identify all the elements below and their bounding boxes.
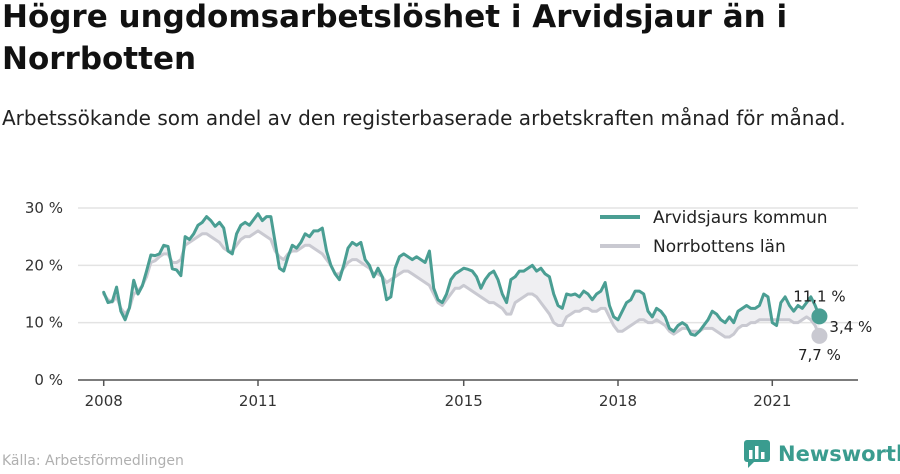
brand-name: Newsworthy [778, 442, 900, 466]
end-point-norrbottens-lan [811, 327, 828, 344]
x-tick-label: 2015 [445, 392, 483, 410]
x-tick-label: 2011 [239, 392, 277, 410]
y-tick-label: 30 % [25, 199, 63, 217]
legend-label-kommun: Arvidsjaurs kommun [653, 208, 828, 228]
end-point-arvidsjaurs-kommun [811, 308, 828, 325]
page-title: Högre ungdomsarbetslöshet i Arvidsjaur ä… [2, 0, 788, 77]
y-tick-labels: 0 % 10 % 20 % 30 % [25, 199, 63, 389]
line-chart: 0 % 10 % 20 % 30 % 2008 2011 2015 2018 2021 11,… [25, 199, 872, 410]
x-axis [78, 379, 858, 386]
newsworthy-logo-icon [744, 440, 770, 468]
series-layer [102, 212, 821, 339]
source-note: Källa: Arbetsförmedlingen [2, 453, 184, 469]
end-label-kommun: 11,1 % [793, 287, 845, 305]
x-tick-label: 2018 [599, 392, 637, 410]
end-markers: 11,1 % 3,4 % 7,7 % [793, 287, 872, 363]
x-tick-label: 2008 [85, 392, 123, 410]
y-tick-label: 20 % [25, 256, 63, 274]
legend-label-lan: Norrbottens län [653, 237, 786, 257]
end-label-lan: 7,7 % [798, 346, 841, 364]
page-subtitle: Arbetssökande som andel av den registerb… [2, 106, 846, 130]
brand-logo[interactable]: Newsworthy [744, 440, 900, 468]
series-line-arvidsjaurs-kommun [102, 212, 821, 337]
x-tick-label: 2021 [753, 392, 791, 410]
gap-fill-layer [103, 213, 820, 337]
end-label-difference: 3,4 % [829, 318, 872, 336]
legend: Arvidsjaurs kommun Norrbottens län [600, 208, 828, 257]
y-tick-label: 10 % [25, 314, 63, 332]
y-tick-label: 0 % [34, 371, 63, 389]
x-tick-labels: 2008 2011 2015 2018 2021 [85, 392, 792, 410]
gap-fill-area [103, 213, 820, 337]
